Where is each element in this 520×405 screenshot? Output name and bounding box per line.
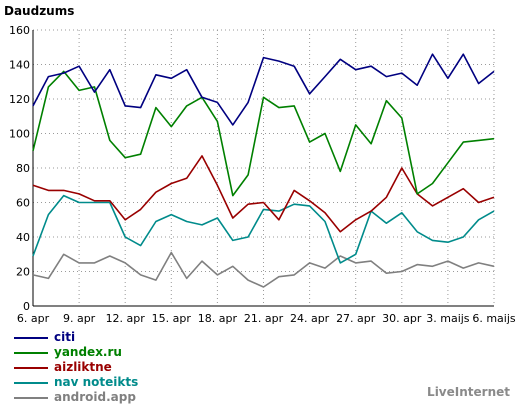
legend-swatch (14, 367, 48, 369)
legend-label: citi (54, 330, 76, 344)
x-tick-label: 6. apr (17, 312, 50, 325)
y-tick-label: 20 (16, 266, 30, 279)
x-tick-label: 27. apr (336, 312, 376, 325)
legend-swatch (14, 382, 48, 384)
legend-label: yandex.ru (54, 345, 122, 359)
chart-title: Daudzums (4, 4, 74, 18)
x-tick-label: 18. apr (198, 312, 238, 325)
x-tick-label: 15. apr (152, 312, 192, 325)
legend-label: nav noteikts (54, 375, 139, 389)
x-tick-label: 12. apr (106, 312, 146, 325)
x-tick-label: 21. apr (244, 312, 284, 325)
y-tick-label: 60 (16, 197, 30, 210)
series-line-yandex-ru (32, 70, 495, 197)
legend-swatch (14, 337, 48, 339)
y-tick-label: 140 (9, 59, 30, 72)
x-tick-labels: 6. apr 9. apr 12. apr 15. apr 18. apr 21. apr… (17, 312, 516, 325)
y-tick-label: 120 (9, 93, 30, 106)
legend-item-android-app: android.app (10, 390, 210, 405)
series-line-citi (32, 53, 495, 126)
x-tick-label: 24. apr (290, 312, 330, 325)
series-lines (32, 53, 495, 288)
legend-swatch (14, 397, 48, 399)
legend: citi yandex.ru aizliktne nav noteikts an… (10, 330, 210, 405)
y-tick-label: 0 (23, 300, 30, 313)
legend-item-aizliktne: aizliktne (10, 360, 210, 375)
x-tick-label: 9. apr (63, 312, 96, 325)
y-tick-label: 160 (9, 24, 30, 37)
y-tick-label: 100 (9, 128, 30, 141)
y-tick-labels: 0 20 40 60 80 100 120 140 160 (9, 24, 30, 313)
legend-swatch (14, 352, 48, 354)
series-line-aizliktne (32, 155, 495, 233)
x-tick-label: 30. apr (382, 312, 422, 325)
y-tick-label: 40 (16, 231, 30, 244)
series-line-android-app (32, 251, 495, 288)
axis (32, 30, 494, 307)
y-tick-label: 80 (16, 162, 30, 175)
legend-label: android.app (54, 390, 136, 404)
brand-label: LiveInternet (427, 385, 510, 399)
legend-item-nav-noteikts: nav noteikts (10, 375, 210, 390)
grid (33, 29, 495, 306)
legend-item-yandex: yandex.ru (10, 345, 210, 360)
series-line-nav-noteikts (32, 194, 495, 264)
legend-label: aizliktne (54, 360, 112, 374)
legend-item-citi: citi (10, 330, 210, 345)
x-tick-label: 6. maijs (472, 312, 516, 325)
line-chart: Daudzums 0 20 40 60 80 100 120 140 160 6. apr 9. … (4, 4, 516, 325)
x-tick-label: 3. maijs (426, 312, 470, 325)
